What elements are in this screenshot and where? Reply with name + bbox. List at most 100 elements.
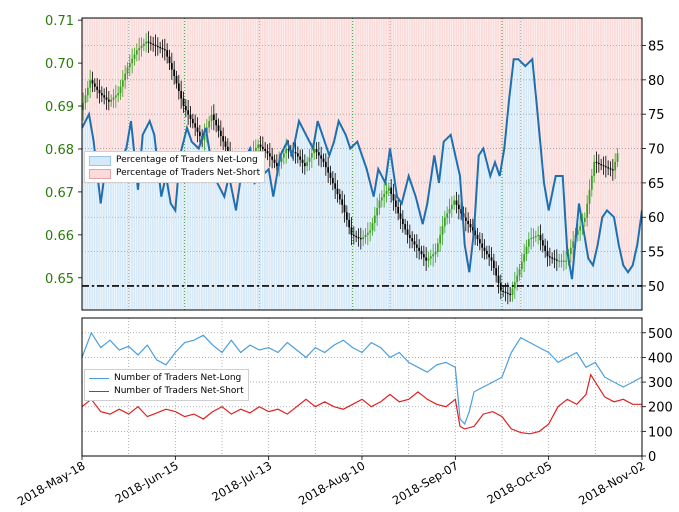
net-long-fill-bar [194, 145, 196, 310]
candle-body [189, 114, 192, 119]
candle-body [439, 234, 442, 244]
candle-body [602, 165, 605, 167]
candle-body [315, 148, 318, 153]
candle-body [149, 42, 152, 44]
candle-body [411, 238, 414, 242]
date-tick-label: 2018-Aug-10 [296, 458, 367, 507]
net-long-fill-bar [135, 178, 138, 310]
candle-body [455, 200, 458, 205]
net-short-fill-bar [537, 18, 539, 120]
candle-body [497, 275, 500, 284]
net-long-fill-bar [586, 251, 588, 310]
net-long-fill-bar [182, 141, 185, 310]
net-long-fill-bar [121, 155, 124, 310]
candle-body [434, 252, 437, 255]
net-short-fill-bar [394, 18, 397, 189]
candle-body [436, 243, 439, 253]
candle-body [506, 292, 509, 295]
legend-entry-net-short-pct: Percentage of Traders Net-Short [89, 167, 260, 180]
price-axis-ticks: 0.65 0.66 0.67 0.68 0.69 0.70 0.71 [45, 14, 82, 287]
net-long-fill-bar [308, 141, 311, 310]
candle-body [198, 131, 201, 137]
net-short-fill-bar [240, 18, 243, 171]
candle-body [509, 293, 512, 296]
net-long-fill-bar [518, 60, 521, 310]
candle-body [425, 257, 428, 261]
net-short-fill-bar [604, 18, 607, 213]
net-short-fill-bar [341, 18, 343, 128]
net-short-fill-bar [478, 18, 481, 154]
net-short-fill-bar [371, 18, 374, 193]
net-short-fill-bar [532, 18, 535, 72]
net-short-fill-bar [296, 18, 299, 127]
net-short-fill-bar [152, 18, 154, 132]
price-tick-label: 0.70 [45, 57, 74, 72]
candle-body [345, 212, 348, 220]
net-short-fill-bar [476, 18, 479, 175]
net-short-fill-bar [406, 18, 409, 181]
net-short-fill-bar [427, 18, 430, 196]
net-long-fill-bar [313, 141, 315, 310]
net-long-fill-bar [86, 116, 89, 310]
net-short-swatch [89, 168, 111, 179]
net-long-fill-bar [509, 90, 511, 310]
net-long-fill-bar [329, 151, 332, 310]
net-long-fill-bar [600, 224, 602, 310]
net-short-fill-bar [390, 18, 392, 157]
candle-body [117, 93, 120, 96]
net-short-fill-bar [271, 18, 273, 190]
net-long-fill-bar [467, 265, 469, 310]
candle-body [254, 147, 257, 152]
net-long-fill-bar [336, 126, 339, 310]
net-short-fill-bar [534, 18, 537, 96]
net-short-fill-bar [607, 18, 609, 212]
net-short-fill-bar [329, 18, 332, 152]
net-long-fill-bar [469, 261, 472, 310]
percent-tick-label: 65 [648, 177, 665, 192]
candle-body [446, 213, 449, 218]
net-long-fill-bar [205, 134, 208, 310]
net-long-fill-bar [628, 270, 630, 310]
net-short-fill-bar [378, 18, 381, 172]
net-long-fill-bar [373, 189, 376, 310]
net-long-fill-bar [210, 159, 213, 310]
net-long-fill-bar [91, 134, 94, 310]
net-short-count-line [82, 373, 642, 435]
candle-body [175, 75, 178, 84]
net-long-fill-bar [224, 191, 227, 310]
net-short-fill-bar [611, 18, 614, 217]
net-long-fill-bar [159, 186, 161, 310]
net-short-fill-bar [562, 18, 565, 195]
net-short-fill-bar [161, 18, 164, 192]
net-short-fill-bar [443, 18, 446, 141]
net-short-fill-bar [355, 18, 357, 143]
net-long-fill-bar [177, 169, 180, 310]
candle-body [385, 190, 388, 195]
net-long-fill-bar [371, 192, 374, 310]
net-short-fill-bar [231, 18, 234, 194]
candle-body [504, 291, 507, 293]
net-short-fill-bar [404, 18, 406, 190]
net-short-fill-bar [380, 18, 383, 177]
net-long-fill-bar [173, 208, 175, 310]
net-long-fill-bar [621, 260, 623, 310]
net-long-fill-bar [614, 224, 616, 310]
net-long-fill-bar [595, 249, 598, 310]
net-short-fill-bar [100, 18, 103, 195]
net-long-fill-bar [168, 196, 171, 310]
net-long-fill-bar [523, 64, 525, 310]
net-short-fill-bar [159, 18, 161, 187]
candle-body [121, 80, 124, 87]
candle-body [583, 217, 586, 222]
net-long-fill-bar [558, 176, 560, 310]
candle-body [387, 187, 390, 191]
net-long-fill-bar [579, 210, 581, 310]
net-short-fill-bar [303, 18, 306, 133]
net-short-fill-bar [322, 18, 325, 139]
net-long-fill-bar [152, 131, 154, 310]
candle-body [187, 110, 190, 115]
net-short-fill-bar [464, 18, 467, 252]
candle-body [441, 226, 444, 235]
net-short-fill-bar [422, 18, 425, 219]
net-long-fill-bar [611, 216, 614, 310]
